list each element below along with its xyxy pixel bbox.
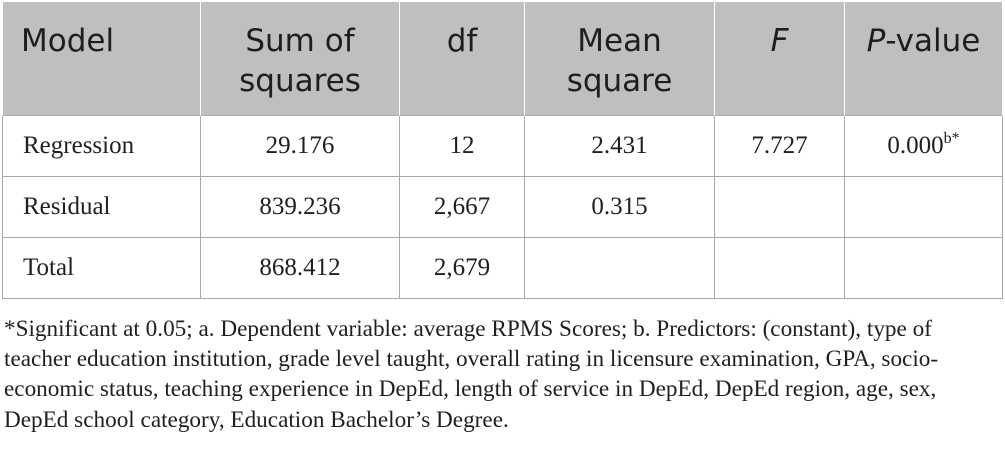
- table-row: Residual 839.236 2,667 0.315: [2, 176, 1003, 238]
- cell-p-value: 0.000b*: [844, 115, 1003, 177]
- header-sum-of-squares: Sum of squares: [200, 2, 400, 116]
- table-footnote: *Significant at 0.05; a. Dependent varia…: [4, 316, 939, 433]
- cell-sum-of-squares: 29.176: [200, 115, 400, 177]
- header-p-letter: P: [866, 23, 886, 59]
- cell-df: 2,667: [399, 176, 525, 238]
- cell-mean-square: 2.431: [524, 115, 715, 177]
- cell-mean-square: 0.315: [524, 176, 715, 238]
- header-df: df: [399, 2, 525, 116]
- cell-f: [714, 176, 845, 238]
- header-p-suffix: -value: [885, 23, 981, 59]
- cell-f: 7.727: [714, 115, 845, 177]
- header-p-value: P-value: [844, 2, 1003, 116]
- cell-model: Total: [2, 237, 201, 299]
- cell-model: Regression: [2, 115, 201, 177]
- header-mean-square: Mean square: [524, 2, 715, 116]
- cell-p-value: [844, 237, 1003, 299]
- table-row: Regression 29.176 12 2.431 7.727 0.000b*: [2, 115, 1003, 177]
- cell-model: Residual: [2, 176, 201, 238]
- anova-table-container: Model Sum of squares df Mean square F P-…: [2, 2, 1003, 299]
- anova-table: Model Sum of squares df Mean square F P-…: [2, 2, 1003, 299]
- cell-mean-square: [524, 237, 715, 299]
- table-header-row: Model Sum of squares df Mean square F P-…: [2, 2, 1003, 116]
- p-value-footnote-marker: b*: [943, 130, 960, 147]
- table-row: Total 868.412 2,679: [2, 237, 1003, 299]
- header-f: F: [714, 2, 845, 116]
- cell-p-value: [844, 176, 1003, 238]
- cell-sum-of-squares: 868.412: [200, 237, 400, 299]
- cell-df: 12: [399, 115, 525, 177]
- cell-f: [714, 237, 845, 299]
- header-model: Model: [2, 2, 201, 116]
- p-value-text: 0.000: [887, 132, 944, 159]
- cell-sum-of-squares: 839.236: [200, 176, 400, 238]
- cell-df: 2,679: [399, 237, 525, 299]
